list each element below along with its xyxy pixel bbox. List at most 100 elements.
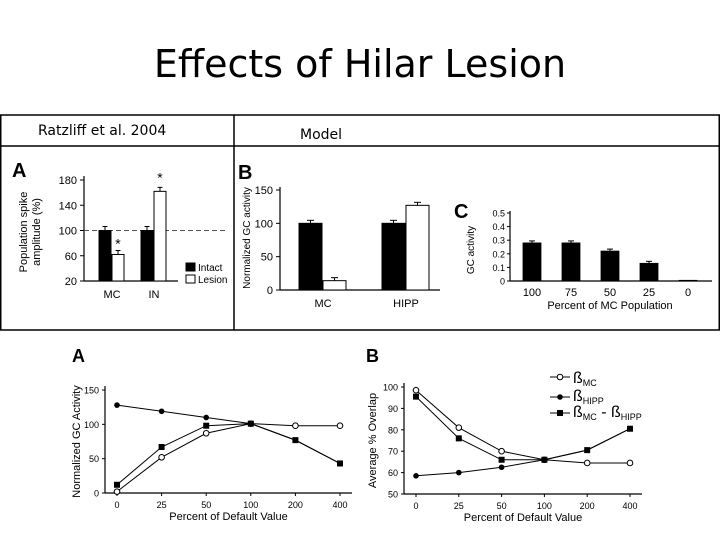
legend-swatch xyxy=(185,274,196,284)
data-point xyxy=(455,424,463,431)
x-tick-label: 75 xyxy=(565,287,577,299)
data-point xyxy=(292,437,299,444)
chart-a-ratzliff: 20 60 100 140 180 Population spike amplitude (… xyxy=(18,169,228,301)
x-tick-label: 100 xyxy=(537,501,552,511)
x-tick-label: 200 xyxy=(580,501,595,511)
y-axis-label: Normalized GC Activity xyxy=(71,385,83,498)
panel-label-a: A xyxy=(12,160,26,182)
bar xyxy=(678,279,698,282)
y-tick-label: 100 xyxy=(255,218,273,230)
legend-label: ßMC - ßHIPP xyxy=(573,404,642,422)
x-tick-label: 400 xyxy=(622,501,637,511)
y-tick-label: 20 xyxy=(65,276,77,288)
panel-label-b: B xyxy=(238,162,252,184)
data-point xyxy=(158,453,165,461)
chart-c-mc-population: 0 0.1 0.2 0.3 0.4 0.5 GC activity 100 75 50 25 0 Per… xyxy=(466,209,712,312)
data-point xyxy=(158,443,165,450)
legend-swatch xyxy=(185,262,196,272)
data-point xyxy=(583,459,591,467)
data-point xyxy=(158,408,165,415)
panel-label: B xyxy=(366,346,379,366)
x-axis-label: Percent of Default Value xyxy=(169,511,287,523)
x-tick-label: MC xyxy=(103,289,120,301)
x-tick-label: 0 xyxy=(685,287,691,299)
y-tick-label: 0.5 xyxy=(492,209,505,219)
significance-mark: * xyxy=(115,235,121,251)
data-point xyxy=(203,422,210,429)
data-point xyxy=(498,464,505,471)
bar xyxy=(153,190,167,282)
y-tick-label: 90 xyxy=(388,404,398,414)
bar xyxy=(381,222,406,291)
y-tick-label: 0 xyxy=(94,489,99,499)
series-line xyxy=(116,423,340,493)
y-tick-label: 0 xyxy=(267,285,273,297)
bar xyxy=(98,230,112,282)
legend-label: ßMC xyxy=(573,370,597,388)
y-axis-label-line1: Population spike xyxy=(18,192,30,273)
data-point xyxy=(202,429,210,437)
legend-label: Lesion xyxy=(198,275,227,286)
data-point xyxy=(114,402,120,408)
data-point xyxy=(203,414,209,421)
data-point xyxy=(498,456,505,463)
y-tick-label: 50 xyxy=(388,490,398,500)
data-point xyxy=(584,447,591,454)
data-point xyxy=(113,488,121,495)
series-line xyxy=(415,389,630,464)
y-tick-label: 0 xyxy=(500,277,505,287)
data-point xyxy=(114,481,120,488)
data-point xyxy=(413,393,419,400)
y-tick-label: 60 xyxy=(65,251,77,263)
data-point xyxy=(292,422,299,430)
data-point xyxy=(626,459,634,467)
significance-mark: * xyxy=(157,169,163,185)
y-axis-label: GC activity xyxy=(466,226,477,274)
legend-marker xyxy=(557,410,563,416)
data-point xyxy=(247,420,254,427)
x-tick-label: IN xyxy=(149,289,160,301)
panel-label: A xyxy=(72,346,85,366)
data-point xyxy=(456,469,462,476)
series-line xyxy=(116,423,341,486)
y-tick-label: 50 xyxy=(261,252,273,264)
y-tick-label: 0.2 xyxy=(492,249,505,259)
series-line xyxy=(415,396,631,461)
y-tick-label: 150 xyxy=(255,185,273,197)
x-tick-label: 50 xyxy=(604,287,616,299)
x-tick-label: 25 xyxy=(454,501,464,511)
bar xyxy=(522,242,542,282)
x-tick-label: 25 xyxy=(643,287,655,299)
x-axis-label: Percent of Default Value xyxy=(464,512,582,524)
y-tick-label: 80 xyxy=(388,425,398,435)
chart-bottom-a: A 0 50 100 150 0 25 50 100 200 400 Percent of Defau… xyxy=(71,346,352,523)
data-point xyxy=(498,447,505,455)
slide-title: Effects of Hilar Lesion xyxy=(153,42,567,86)
x-tick-label: 25 xyxy=(157,500,167,510)
y-tick-label: 100 xyxy=(84,420,99,430)
legend-label: Intact xyxy=(198,263,223,274)
y-tick-label: 150 xyxy=(84,386,99,396)
x-tick-label: 400 xyxy=(332,500,347,510)
x-tick-label: 200 xyxy=(288,500,303,510)
y-axis-label: Average % Overlap xyxy=(367,393,379,488)
y-axis-label: Normalized GC activity xyxy=(242,187,253,289)
y-tick-label: 140 xyxy=(59,200,77,212)
x-tick-label: 50 xyxy=(497,501,507,511)
x-tick-label: 50 xyxy=(201,500,211,510)
data-point xyxy=(336,422,344,430)
x-tick-label: 100 xyxy=(523,287,541,299)
bar xyxy=(600,250,620,282)
y-tick-label: 0.4 xyxy=(492,222,505,232)
x-tick-label: 100 xyxy=(243,500,258,510)
data-point xyxy=(413,473,419,479)
y-tick-label: 60 xyxy=(388,468,398,478)
left-header: Ratzliff et al. 2004 xyxy=(38,123,166,139)
x-tick-label: 0 xyxy=(114,500,119,510)
right-header: Model xyxy=(300,127,342,143)
y-tick-label: 100 xyxy=(59,226,77,238)
y-tick-label: 50 xyxy=(89,454,99,464)
y-tick-label: 100 xyxy=(383,383,398,393)
y-tick-label: 180 xyxy=(59,175,77,187)
